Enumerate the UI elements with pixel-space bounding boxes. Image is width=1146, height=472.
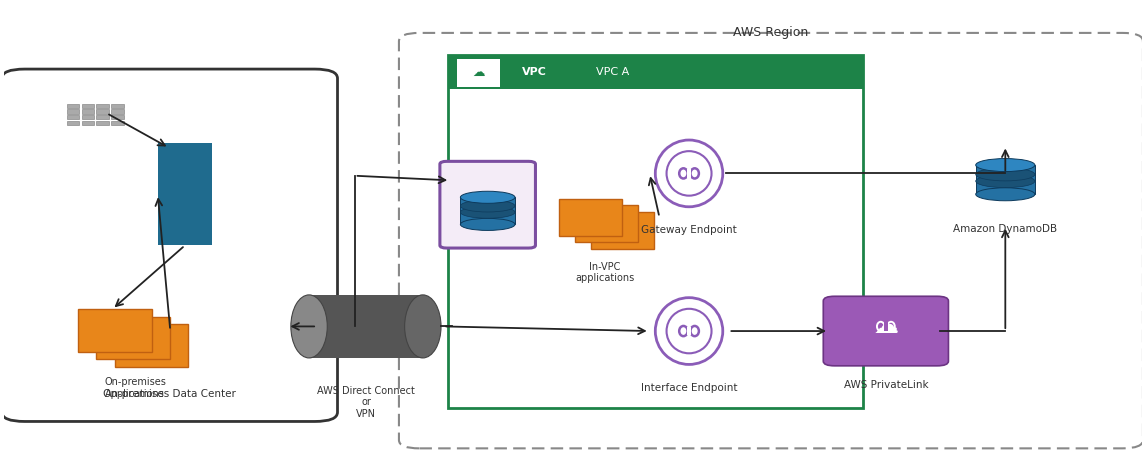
Text: VPC: VPC bbox=[521, 67, 547, 77]
Text: On-premises
Applications: On-premises Applications bbox=[104, 378, 166, 399]
Text: Amazon DynamoDB: Amazon DynamoDB bbox=[953, 224, 1058, 235]
Polygon shape bbox=[975, 165, 1035, 194]
Ellipse shape bbox=[405, 295, 441, 358]
Text: AWS PrivateLink: AWS PrivateLink bbox=[843, 380, 928, 390]
Ellipse shape bbox=[975, 159, 1035, 171]
FancyBboxPatch shape bbox=[440, 161, 535, 248]
FancyBboxPatch shape bbox=[111, 115, 124, 119]
FancyBboxPatch shape bbox=[96, 104, 109, 108]
Ellipse shape bbox=[461, 200, 515, 212]
FancyBboxPatch shape bbox=[591, 212, 653, 249]
FancyBboxPatch shape bbox=[686, 169, 691, 177]
FancyBboxPatch shape bbox=[96, 120, 109, 125]
Ellipse shape bbox=[461, 191, 515, 203]
Text: AWS Direct Connect
or
VPN: AWS Direct Connect or VPN bbox=[317, 386, 415, 419]
FancyBboxPatch shape bbox=[96, 110, 109, 114]
Ellipse shape bbox=[667, 151, 712, 196]
FancyBboxPatch shape bbox=[96, 317, 171, 359]
FancyBboxPatch shape bbox=[448, 55, 863, 89]
Ellipse shape bbox=[975, 168, 1035, 181]
FancyBboxPatch shape bbox=[823, 296, 949, 366]
FancyBboxPatch shape bbox=[66, 104, 79, 108]
Text: On-premises Data Center: On-premises Data Center bbox=[103, 388, 236, 399]
FancyBboxPatch shape bbox=[78, 309, 152, 352]
FancyBboxPatch shape bbox=[457, 59, 500, 87]
Ellipse shape bbox=[975, 175, 1035, 187]
FancyBboxPatch shape bbox=[158, 143, 212, 245]
FancyBboxPatch shape bbox=[66, 120, 79, 125]
Text: In-VPC
applications: In-VPC applications bbox=[575, 261, 635, 283]
Text: Interface Endpoint: Interface Endpoint bbox=[641, 383, 737, 393]
Ellipse shape bbox=[461, 206, 515, 218]
Ellipse shape bbox=[656, 140, 723, 207]
FancyBboxPatch shape bbox=[111, 120, 124, 125]
Ellipse shape bbox=[291, 295, 328, 358]
Text: ☁: ☁ bbox=[873, 314, 898, 338]
Ellipse shape bbox=[656, 298, 723, 364]
FancyBboxPatch shape bbox=[111, 110, 124, 114]
FancyBboxPatch shape bbox=[686, 327, 691, 335]
Ellipse shape bbox=[667, 309, 712, 354]
Polygon shape bbox=[461, 197, 515, 224]
FancyBboxPatch shape bbox=[81, 115, 94, 119]
FancyBboxPatch shape bbox=[884, 322, 888, 330]
FancyBboxPatch shape bbox=[575, 205, 638, 243]
Ellipse shape bbox=[461, 219, 515, 230]
Text: Gateway Endpoint: Gateway Endpoint bbox=[641, 225, 737, 236]
FancyBboxPatch shape bbox=[115, 324, 188, 367]
FancyBboxPatch shape bbox=[309, 295, 423, 358]
Ellipse shape bbox=[975, 188, 1035, 201]
FancyBboxPatch shape bbox=[81, 110, 94, 114]
FancyBboxPatch shape bbox=[81, 120, 94, 125]
FancyBboxPatch shape bbox=[111, 104, 124, 108]
Text: VPC A: VPC A bbox=[596, 67, 629, 77]
FancyBboxPatch shape bbox=[66, 110, 79, 114]
FancyBboxPatch shape bbox=[66, 115, 79, 119]
Text: ☁: ☁ bbox=[472, 66, 485, 79]
FancyBboxPatch shape bbox=[96, 115, 109, 119]
FancyBboxPatch shape bbox=[559, 199, 622, 236]
FancyBboxPatch shape bbox=[81, 104, 94, 108]
Text: AWS Region: AWS Region bbox=[733, 26, 809, 39]
